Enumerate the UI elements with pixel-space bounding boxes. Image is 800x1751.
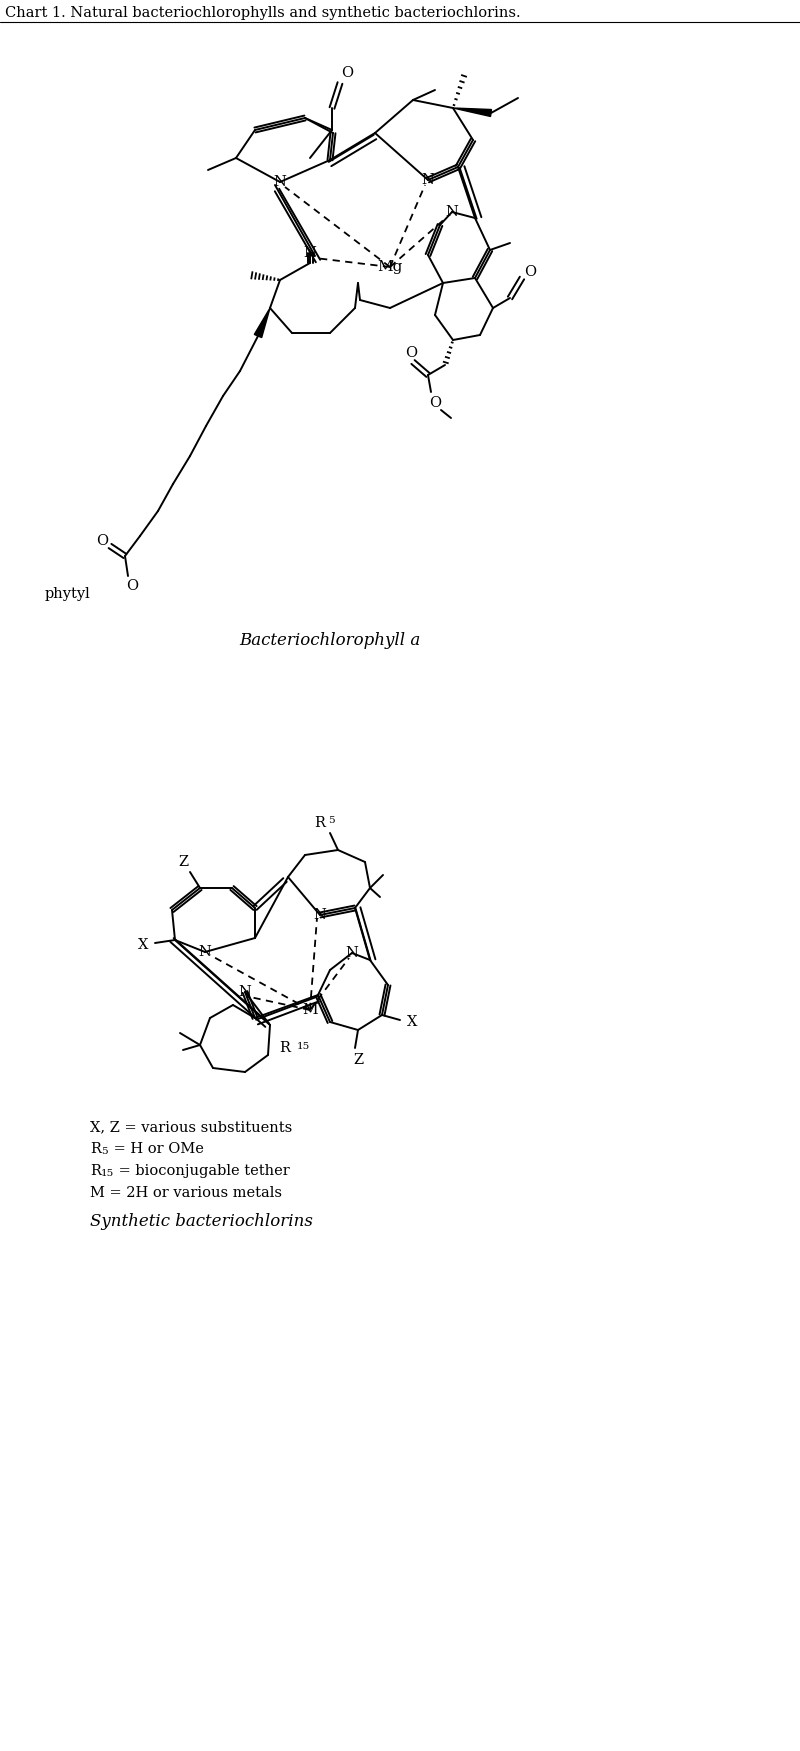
Text: O: O	[429, 396, 441, 410]
Text: 15: 15	[101, 1170, 114, 1178]
Text: R: R	[90, 1164, 101, 1178]
Text: N: N	[303, 245, 317, 259]
Text: M: M	[302, 1003, 318, 1017]
Text: R: R	[90, 1142, 101, 1156]
Text: Synthetic bacteriochlorins: Synthetic bacteriochlorins	[90, 1213, 313, 1229]
Text: X: X	[407, 1016, 417, 1030]
Text: R: R	[314, 816, 325, 830]
Text: Bacteriochlorophyll a: Bacteriochlorophyll a	[239, 632, 421, 648]
Text: M = 2H or various metals: M = 2H or various metals	[90, 1185, 282, 1199]
Text: phytyl: phytyl	[45, 587, 90, 601]
Text: N: N	[346, 946, 358, 960]
Text: O: O	[126, 580, 138, 594]
Text: O: O	[405, 347, 417, 361]
Text: Mg: Mg	[378, 259, 402, 273]
Text: N: N	[238, 986, 251, 1000]
Text: N: N	[446, 205, 458, 219]
Text: O: O	[96, 534, 108, 548]
Text: Z: Z	[178, 854, 188, 868]
Text: 15: 15	[297, 1042, 310, 1051]
Text: O: O	[524, 264, 536, 278]
Text: N: N	[274, 175, 286, 189]
Text: N: N	[422, 173, 434, 187]
Text: 5: 5	[328, 816, 334, 825]
Text: = H or OMe: = H or OMe	[109, 1142, 204, 1156]
Text: Chart 1. Natural bacteriochlorophylls and synthetic bacteriochlorins.: Chart 1. Natural bacteriochlorophylls an…	[5, 5, 521, 19]
Text: R: R	[279, 1042, 290, 1056]
Text: X: X	[138, 939, 148, 953]
Text: O: O	[341, 67, 353, 81]
Polygon shape	[254, 308, 270, 338]
Text: N: N	[314, 909, 326, 923]
Text: X, Z = various substituents: X, Z = various substituents	[90, 1121, 292, 1135]
Text: 5: 5	[101, 1147, 108, 1156]
Text: Z: Z	[353, 1052, 363, 1066]
Text: N: N	[198, 946, 211, 960]
Polygon shape	[453, 109, 491, 117]
Text: = bioconjugable tether: = bioconjugable tether	[114, 1164, 290, 1178]
